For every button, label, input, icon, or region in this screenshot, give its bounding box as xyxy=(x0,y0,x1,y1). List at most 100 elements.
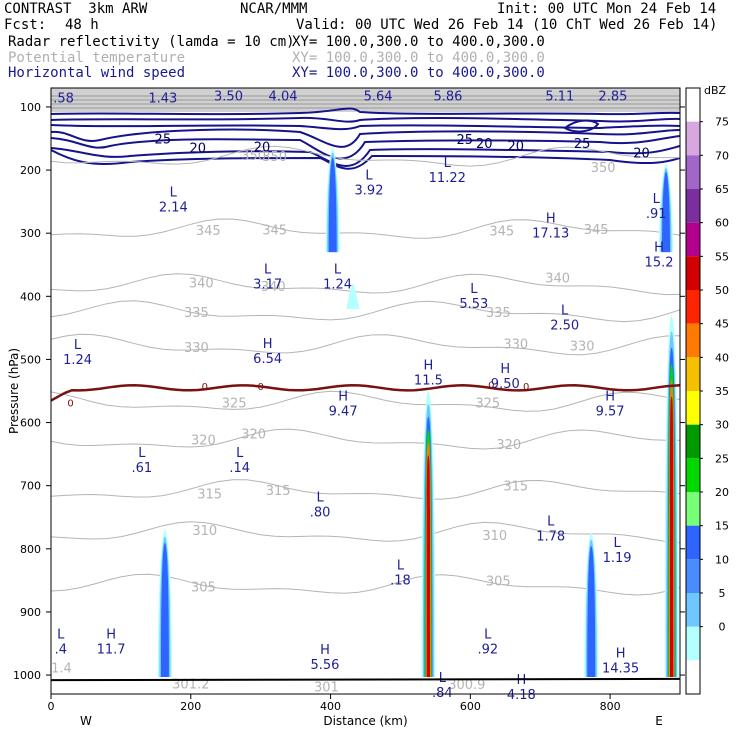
theta-label: 301 xyxy=(314,680,339,695)
theta-label: 340 xyxy=(545,271,570,286)
extremum-value: 6.54 xyxy=(253,352,282,367)
extremum-type: H xyxy=(424,358,434,373)
extremum-value: .61 xyxy=(132,461,153,476)
colorbar-swatch xyxy=(686,660,700,694)
east-label: E xyxy=(655,714,663,728)
theta-label: 345 xyxy=(584,223,609,238)
extremum-type: H xyxy=(500,362,510,377)
extremum-type: L xyxy=(57,627,65,642)
theta-label: 350 xyxy=(262,150,287,165)
extremum-value: 2.50 xyxy=(550,319,579,334)
ground-line xyxy=(50,677,681,682)
colorbar-units: dBZ xyxy=(704,84,727,97)
colorbar-label: 25 xyxy=(715,452,729,465)
colorbar-swatch xyxy=(686,525,700,560)
extremum-value: 11.22 xyxy=(429,171,466,186)
x-tick-label: 600 xyxy=(460,700,481,713)
theta-label: 325 xyxy=(222,396,247,411)
extremum-value: 1.24 xyxy=(323,277,352,292)
forecast-label: Fcst: xyxy=(4,17,47,33)
reflectivity-shade xyxy=(160,543,169,677)
colorbar-label: 65 xyxy=(715,183,729,196)
theta-line xyxy=(51,428,680,450)
colorbar-swatch xyxy=(686,290,700,324)
extremum-value: 5.53 xyxy=(459,297,488,312)
x-tick-label: 800 xyxy=(600,700,621,713)
theta-line xyxy=(51,479,680,500)
y-tick-label: 100 xyxy=(20,101,41,114)
colorbar-label: 55 xyxy=(715,250,729,263)
extremum-type: L xyxy=(170,185,178,200)
colorbar-swatch xyxy=(686,121,700,156)
reflectivity-cells xyxy=(157,147,679,677)
theta-label: 1.4 xyxy=(51,661,72,676)
freezing-label: 0 xyxy=(67,398,73,409)
y-tick-label: 700 xyxy=(20,480,41,493)
colorbar-swatch xyxy=(686,189,700,223)
colorbar-swatch xyxy=(686,458,700,492)
extremum-type: L xyxy=(316,490,324,505)
theta-line xyxy=(51,145,680,167)
y-tick-label: 800 xyxy=(20,543,41,556)
theta-label: 345 xyxy=(262,223,287,238)
theta-label: 305 xyxy=(191,581,216,596)
theta-label: 335 xyxy=(184,306,209,321)
colorbar-label: 60 xyxy=(715,217,729,230)
colorbar-swatch xyxy=(686,256,700,290)
theta-label: 300.9 xyxy=(448,678,485,693)
extremum-value: 1.19 xyxy=(603,551,632,566)
theta-label: 340 xyxy=(189,276,214,291)
freezing-label: 0 xyxy=(523,382,529,393)
wind-contour-label: 20 xyxy=(507,139,524,154)
theta-label: 315 xyxy=(266,484,291,499)
theta-line xyxy=(51,521,680,544)
theta-line xyxy=(51,333,680,356)
wind-value-label: 1.43 xyxy=(148,91,177,106)
freezing-label: 0 xyxy=(202,382,208,393)
extremum-value: 9.47 xyxy=(329,404,358,419)
extremum-type: L xyxy=(334,262,342,277)
colorbar-swatch xyxy=(686,391,700,425)
theta-label: 345 xyxy=(489,225,514,240)
wind-contour-label: 20 xyxy=(633,146,650,161)
colorbar-label: 15 xyxy=(715,520,729,533)
theta-label: 320 xyxy=(496,438,521,453)
upper-jet-contours xyxy=(51,88,680,170)
y-tick-label: 900 xyxy=(20,606,41,619)
theta-label: 335 xyxy=(486,306,511,321)
theta-line xyxy=(51,390,680,412)
reflectivity-shade xyxy=(662,171,671,253)
extremum-type: H xyxy=(338,389,348,404)
extremum-value: 11.5 xyxy=(414,373,443,388)
wind-contour-label: 20 xyxy=(476,137,493,152)
theta-label: 340 xyxy=(261,280,286,295)
field-reflectivity-xy: XY= 100.0,300.0 to 400.0,300.0 xyxy=(292,34,545,50)
extremum-value: .14 xyxy=(229,461,250,476)
wind-value-label: 3.50 xyxy=(214,90,243,105)
colorbar-swatch xyxy=(686,424,700,459)
extremum-type: H xyxy=(106,627,116,642)
colorbar-label: 30 xyxy=(715,419,729,432)
extremum-value: 3.92 xyxy=(355,183,384,198)
field-reflectivity: Radar reflectivity (lamda = 10 cm) xyxy=(8,34,295,50)
theta-label: 350 xyxy=(591,161,616,176)
theta-label: 310 xyxy=(482,529,507,544)
x-tick-label: 0 xyxy=(48,700,55,713)
extremum-value: 1.24 xyxy=(63,353,92,368)
extremum-value: 14.35 xyxy=(602,661,639,676)
wind-value-label: 5.11 xyxy=(545,90,574,105)
reflectivity-shade xyxy=(587,545,596,677)
extremum-type: H xyxy=(616,646,626,661)
extremum-type: H xyxy=(654,240,664,255)
west-label: W xyxy=(80,714,92,728)
x-axis-label: Distance (km) xyxy=(323,714,407,728)
x-tick-label: 200 xyxy=(180,700,201,713)
colorbar-label: 40 xyxy=(715,351,729,364)
colorbar-label: 35 xyxy=(715,385,729,398)
colorbar-label: 70 xyxy=(715,149,729,162)
field-theta: Potential temperature xyxy=(8,50,186,66)
y-axis-label: Pressure (hPa) xyxy=(7,348,21,434)
